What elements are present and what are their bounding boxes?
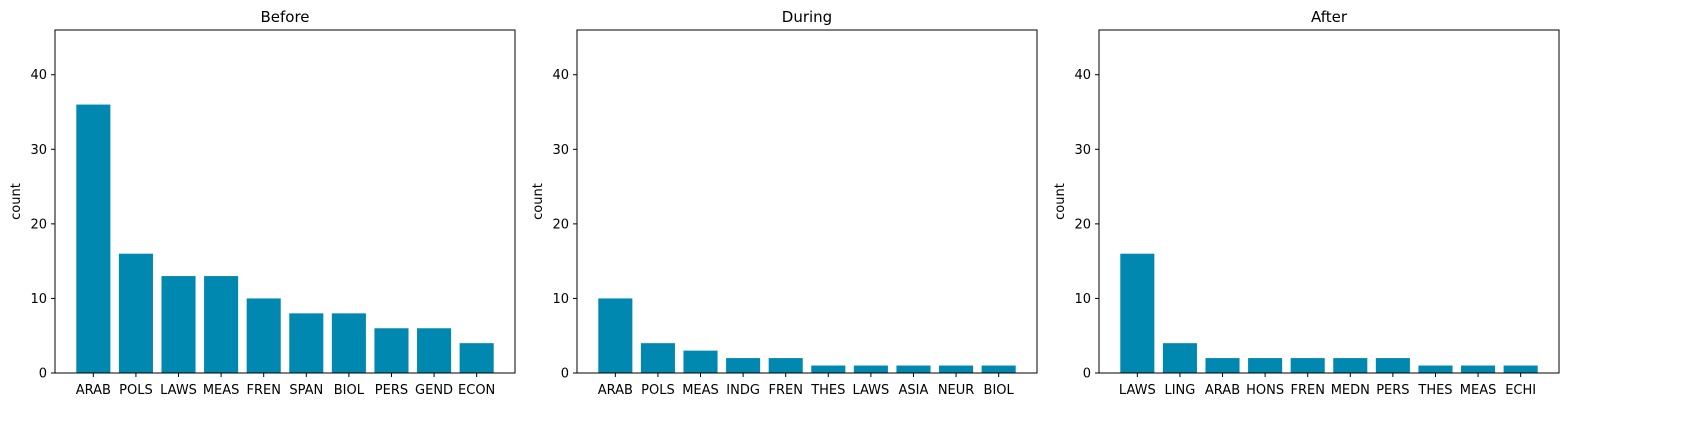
y-tick-label: 40	[552, 68, 569, 83]
bar	[289, 313, 324, 373]
y-tick-label: 20	[1074, 217, 1091, 232]
y-axis-label: count	[1053, 183, 1068, 220]
y-tick-label: 30	[30, 143, 47, 158]
bar	[76, 104, 111, 373]
bar	[1248, 358, 1283, 373]
y-tick-label: 20	[552, 217, 569, 232]
y-tick-label: 40	[1074, 68, 1091, 83]
bar	[726, 358, 761, 373]
subplot-1: 0 10 20 30 40 ARAB POLS MEAS INDG FREN THES LAWS ASI…	[531, 8, 1038, 398]
bar	[640, 343, 675, 373]
bar	[811, 365, 846, 373]
subplot-2: 0 10 20 30 40 LAWS LING ARAB HONS FREN MEDN PERS THE…	[1053, 8, 1560, 398]
bar	[683, 350, 718, 373]
y-tick-label: 10	[1074, 292, 1091, 307]
x-tick-label: GEND	[415, 383, 453, 398]
bar	[1461, 365, 1496, 373]
y-axis-label: count	[9, 183, 24, 220]
bar	[1418, 365, 1453, 373]
x-tick-label: THES	[810, 383, 845, 398]
y-tick-label: 30	[1074, 143, 1091, 158]
x-tick-label: MEAS	[1460, 383, 1497, 398]
x-tick-label: ECHI	[1505, 383, 1536, 398]
y-tick-label: 0	[39, 367, 47, 382]
x-tick-label: SPAN	[289, 383, 323, 398]
bar	[981, 365, 1016, 373]
x-tick-label: POLS	[119, 383, 153, 398]
bar	[1205, 358, 1240, 373]
y-tick-label: 0	[1083, 367, 1091, 382]
axes-frame	[54, 29, 516, 374]
axes-frame	[1098, 29, 1560, 374]
bar	[896, 365, 931, 373]
y-tick-label: 40	[30, 68, 47, 83]
x-tick-label: LAWS	[1119, 383, 1156, 398]
bar	[768, 358, 803, 373]
x-tick-label: ECON	[458, 383, 495, 398]
bar	[118, 253, 153, 373]
bar	[1120, 253, 1155, 373]
x-tick-label: MEAS	[682, 383, 719, 398]
x-tick-label: FREN	[1290, 383, 1324, 398]
x-tick-label: THES	[1417, 383, 1452, 398]
y-tick-label: 10	[552, 292, 569, 307]
x-tick-label: BIOL	[984, 383, 1015, 398]
x-tick-label: FREN	[246, 383, 280, 398]
bar	[417, 328, 452, 373]
bar	[246, 298, 281, 373]
bar	[459, 343, 494, 373]
y-tick-label: 20	[30, 217, 47, 232]
x-tick-label: PERS	[375, 383, 408, 398]
bar	[331, 313, 366, 373]
bar	[598, 298, 633, 373]
x-tick-label: BIOL	[334, 383, 365, 398]
bar	[1503, 365, 1538, 373]
y-tick-label: 10	[30, 292, 47, 307]
bar	[853, 365, 888, 373]
x-tick-label: INDG	[726, 383, 760, 398]
x-tick-label: FREN	[768, 383, 802, 398]
bar	[1290, 358, 1325, 373]
chart-title: Before	[260, 8, 309, 26]
x-tick-label: MEAS	[203, 383, 240, 398]
bar	[1162, 343, 1197, 373]
subplot-0: 0 10 20 30 40 ARAB POLS LAWS MEAS FREN SPAN BIOL PER…	[9, 8, 516, 398]
x-tick-label: ASIA	[899, 383, 929, 398]
bar	[1375, 358, 1410, 373]
y-tick-label: 30	[552, 143, 569, 158]
bar	[204, 276, 239, 373]
x-tick-label: LAWS	[852, 383, 889, 398]
x-tick-label: LING	[1164, 383, 1195, 398]
x-tick-label: NEUR	[938, 383, 975, 398]
x-tick-label: POLS	[641, 383, 675, 398]
x-tick-label: PERS	[1376, 383, 1409, 398]
x-tick-label: MEDN	[1331, 383, 1370, 398]
x-tick-label: HONS	[1246, 383, 1284, 398]
bar	[374, 328, 409, 373]
chart-title: During	[782, 8, 832, 26]
x-tick-label: ARAB	[598, 383, 633, 398]
x-tick-label: ARAB	[1205, 383, 1240, 398]
bar	[1333, 358, 1368, 373]
axes-frame	[576, 29, 1038, 374]
bar	[161, 276, 196, 373]
x-tick-label: LAWS	[160, 383, 197, 398]
y-axis-label: count	[531, 183, 546, 220]
x-tick-label: ARAB	[76, 383, 111, 398]
y-tick-label: 0	[561, 367, 569, 382]
bar	[939, 365, 974, 373]
chart-title: After	[1311, 8, 1348, 26]
